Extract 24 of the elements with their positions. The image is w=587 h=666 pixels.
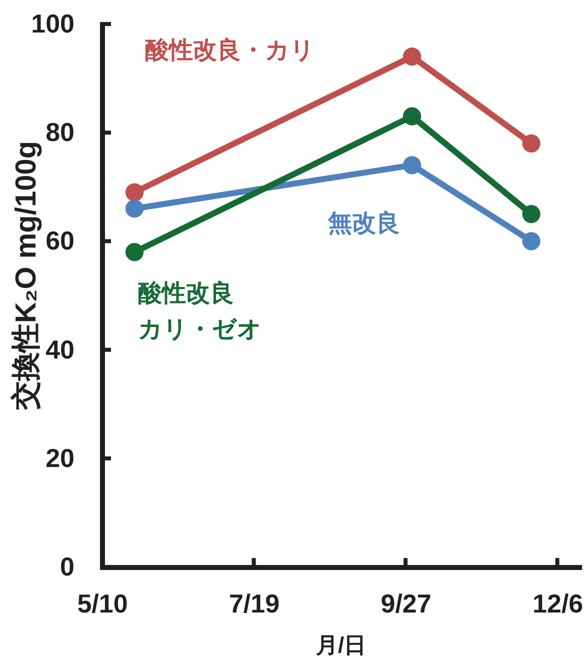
point — [125, 200, 144, 218]
y-tick-label: 40 — [46, 334, 74, 364]
y-axis-title: 交換性K₂O mg/100g — [10, 140, 42, 412]
y-tick-label: 80 — [46, 117, 74, 148]
x-axis-title: 月/日 — [314, 632, 366, 658]
series-label: 無改良 — [327, 209, 400, 237]
x-tick-label: 9/27 — [380, 588, 432, 618]
point — [125, 183, 144, 202]
series-label: 酸性改良・カリ — [145, 36, 315, 64]
y-tick-label: 20 — [46, 442, 74, 473]
series-label: 酸性改良カリ・ゼオ — [138, 279, 262, 343]
y-tick-label: 100 — [31, 8, 74, 38]
point — [402, 107, 422, 126]
y-tick-label: 60 — [46, 226, 74, 256]
point — [125, 242, 144, 262]
x-tick-label: 12/6 — [532, 588, 584, 618]
point — [522, 232, 540, 250]
point — [402, 156, 422, 174]
x-tick-label: 7/19 — [228, 588, 280, 618]
y-tick-label: 0 — [60, 552, 74, 582]
point — [522, 204, 540, 224]
x-tick-label: 5/10 — [77, 588, 128, 618]
point — [402, 48, 422, 66]
point — [522, 134, 540, 153]
